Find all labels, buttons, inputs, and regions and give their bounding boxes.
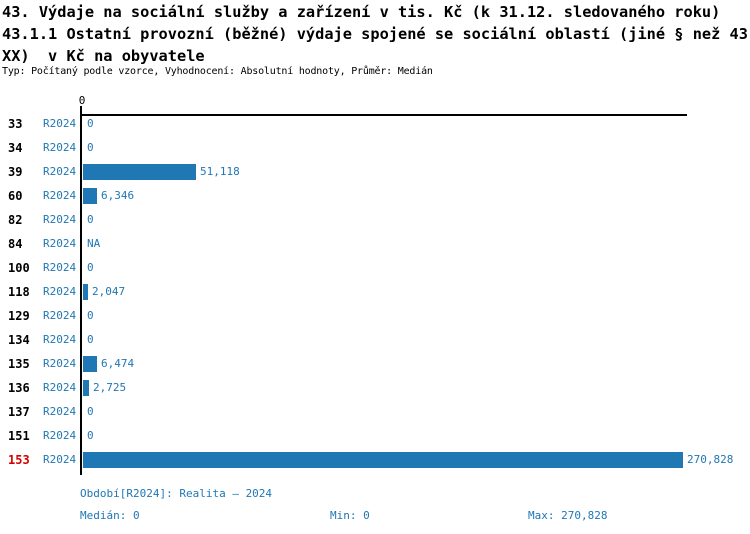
row-series-label: R2024 <box>43 333 77 346</box>
value-bar <box>83 452 683 468</box>
chart-row: 136 R2024 2,725 <box>0 376 750 400</box>
row-category-label: 137 <box>8 405 30 419</box>
row-category-label: 135 <box>8 357 30 371</box>
median-stat: Medián: 0 <box>80 509 140 522</box>
bar-value-label: 6,474 <box>101 357 135 370</box>
row-series-label: R2024 <box>43 117 77 130</box>
bar-value-label: 270,828 <box>687 453 734 466</box>
report-subtitle: Typ: Počítaný podle vzorce, Vyhodnocení:… <box>2 66 433 77</box>
chart-row: 60 R2024 6,346 <box>0 184 750 208</box>
row-category-label: 34 <box>8 141 23 155</box>
bar-value-label: 0 <box>87 141 94 154</box>
min-stat: Min: 0 <box>330 509 370 522</box>
row-series-label: R2024 <box>43 165 77 178</box>
chart-row: 135 R2024 6,474 <box>0 352 750 376</box>
row-series-label: R2024 <box>43 261 77 274</box>
chart-row: 84 R2024 NA <box>0 232 750 256</box>
row-category-label: 118 <box>8 285 30 299</box>
row-category-label: 82 <box>8 213 23 227</box>
bar-value-label: 6,346 <box>101 189 135 202</box>
row-category-label: 33 <box>8 117 23 131</box>
row-category-label: 100 <box>8 261 30 275</box>
chart-row: 129 R2024 0 <box>0 304 750 328</box>
chart-row: 118 R2024 2,047 <box>0 280 750 304</box>
chart-row: 34 R2024 0 <box>0 136 750 160</box>
row-series-label: R2024 <box>43 285 77 298</box>
row-category-label: 134 <box>8 333 30 347</box>
bar-value-label: 0 <box>87 405 94 418</box>
row-series-label: R2024 <box>43 453 77 466</box>
row-series-label: R2024 <box>43 141 77 154</box>
row-category-label: 84 <box>8 237 23 251</box>
chart-row: 137 R2024 0 <box>0 400 750 424</box>
row-series-label: R2024 <box>43 357 77 370</box>
bar-value-label: 0 <box>87 333 94 346</box>
bar-value-label: 0 <box>87 429 94 442</box>
period-label: Období[R2024]: Realita – 2024 <box>80 487 273 500</box>
row-series-label: R2024 <box>43 309 77 322</box>
x-axis-line <box>80 114 687 116</box>
bar-value-label: 51,118 <box>200 165 240 178</box>
bar-value-label: NA <box>87 237 101 250</box>
row-series-label: R2024 <box>43 429 77 442</box>
report-title-line1: 43. Výdaje na sociální služby a zařízení… <box>2 3 721 21</box>
row-series-label: R2024 <box>43 189 77 202</box>
bar-value-label: 0 <box>87 117 94 130</box>
chart-row: 151 R2024 0 <box>0 424 750 448</box>
row-series-label: R2024 <box>43 237 77 250</box>
chart-row: 33 R2024 0 <box>0 112 750 136</box>
chart-row: 82 R2024 0 <box>0 208 750 232</box>
row-series-label: R2024 <box>43 381 77 394</box>
bar-value-label: 0 <box>87 309 94 322</box>
row-series-label: R2024 <box>43 405 77 418</box>
x-axis-tick-zero: 0 <box>78 94 86 107</box>
row-category-label: 136 <box>8 381 30 395</box>
row-category-label: 151 <box>8 429 30 443</box>
row-series-label: R2024 <box>43 213 77 226</box>
value-bar <box>83 356 97 372</box>
chart-row: 134 R2024 0 <box>0 328 750 352</box>
y-axis-line <box>80 106 82 475</box>
chart-row: 153 R2024 270,828 <box>0 448 750 472</box>
report-title-line2: 43.1.1 Ostatní provozní (běžné) výdaje s… <box>2 25 748 43</box>
bar-value-label: 0 <box>87 261 94 274</box>
value-bar <box>83 284 88 300</box>
value-bar <box>83 380 89 396</box>
row-category-label: 60 <box>8 189 23 203</box>
value-bar <box>83 188 97 204</box>
value-bar <box>83 164 196 180</box>
bar-value-label: 2,725 <box>93 381 127 394</box>
row-category-label: 153 <box>8 453 30 467</box>
chart-row: 39 R2024 51,118 <box>0 160 750 184</box>
bar-value-label: 2,047 <box>92 285 126 298</box>
bar-value-label: 0 <box>87 213 94 226</box>
row-category-label: 39 <box>8 165 23 179</box>
row-category-label: 129 <box>8 309 30 323</box>
max-stat: Max: 270,828 <box>528 509 608 522</box>
chart-row: 100 R2024 0 <box>0 256 750 280</box>
report-title-line3: XX) v Kč na obyvatele <box>2 47 205 65</box>
